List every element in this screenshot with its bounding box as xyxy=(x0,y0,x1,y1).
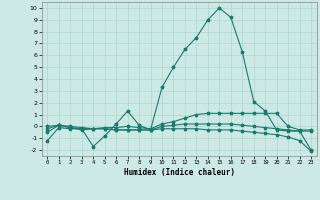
X-axis label: Humidex (Indice chaleur): Humidex (Indice chaleur) xyxy=(124,168,235,177)
